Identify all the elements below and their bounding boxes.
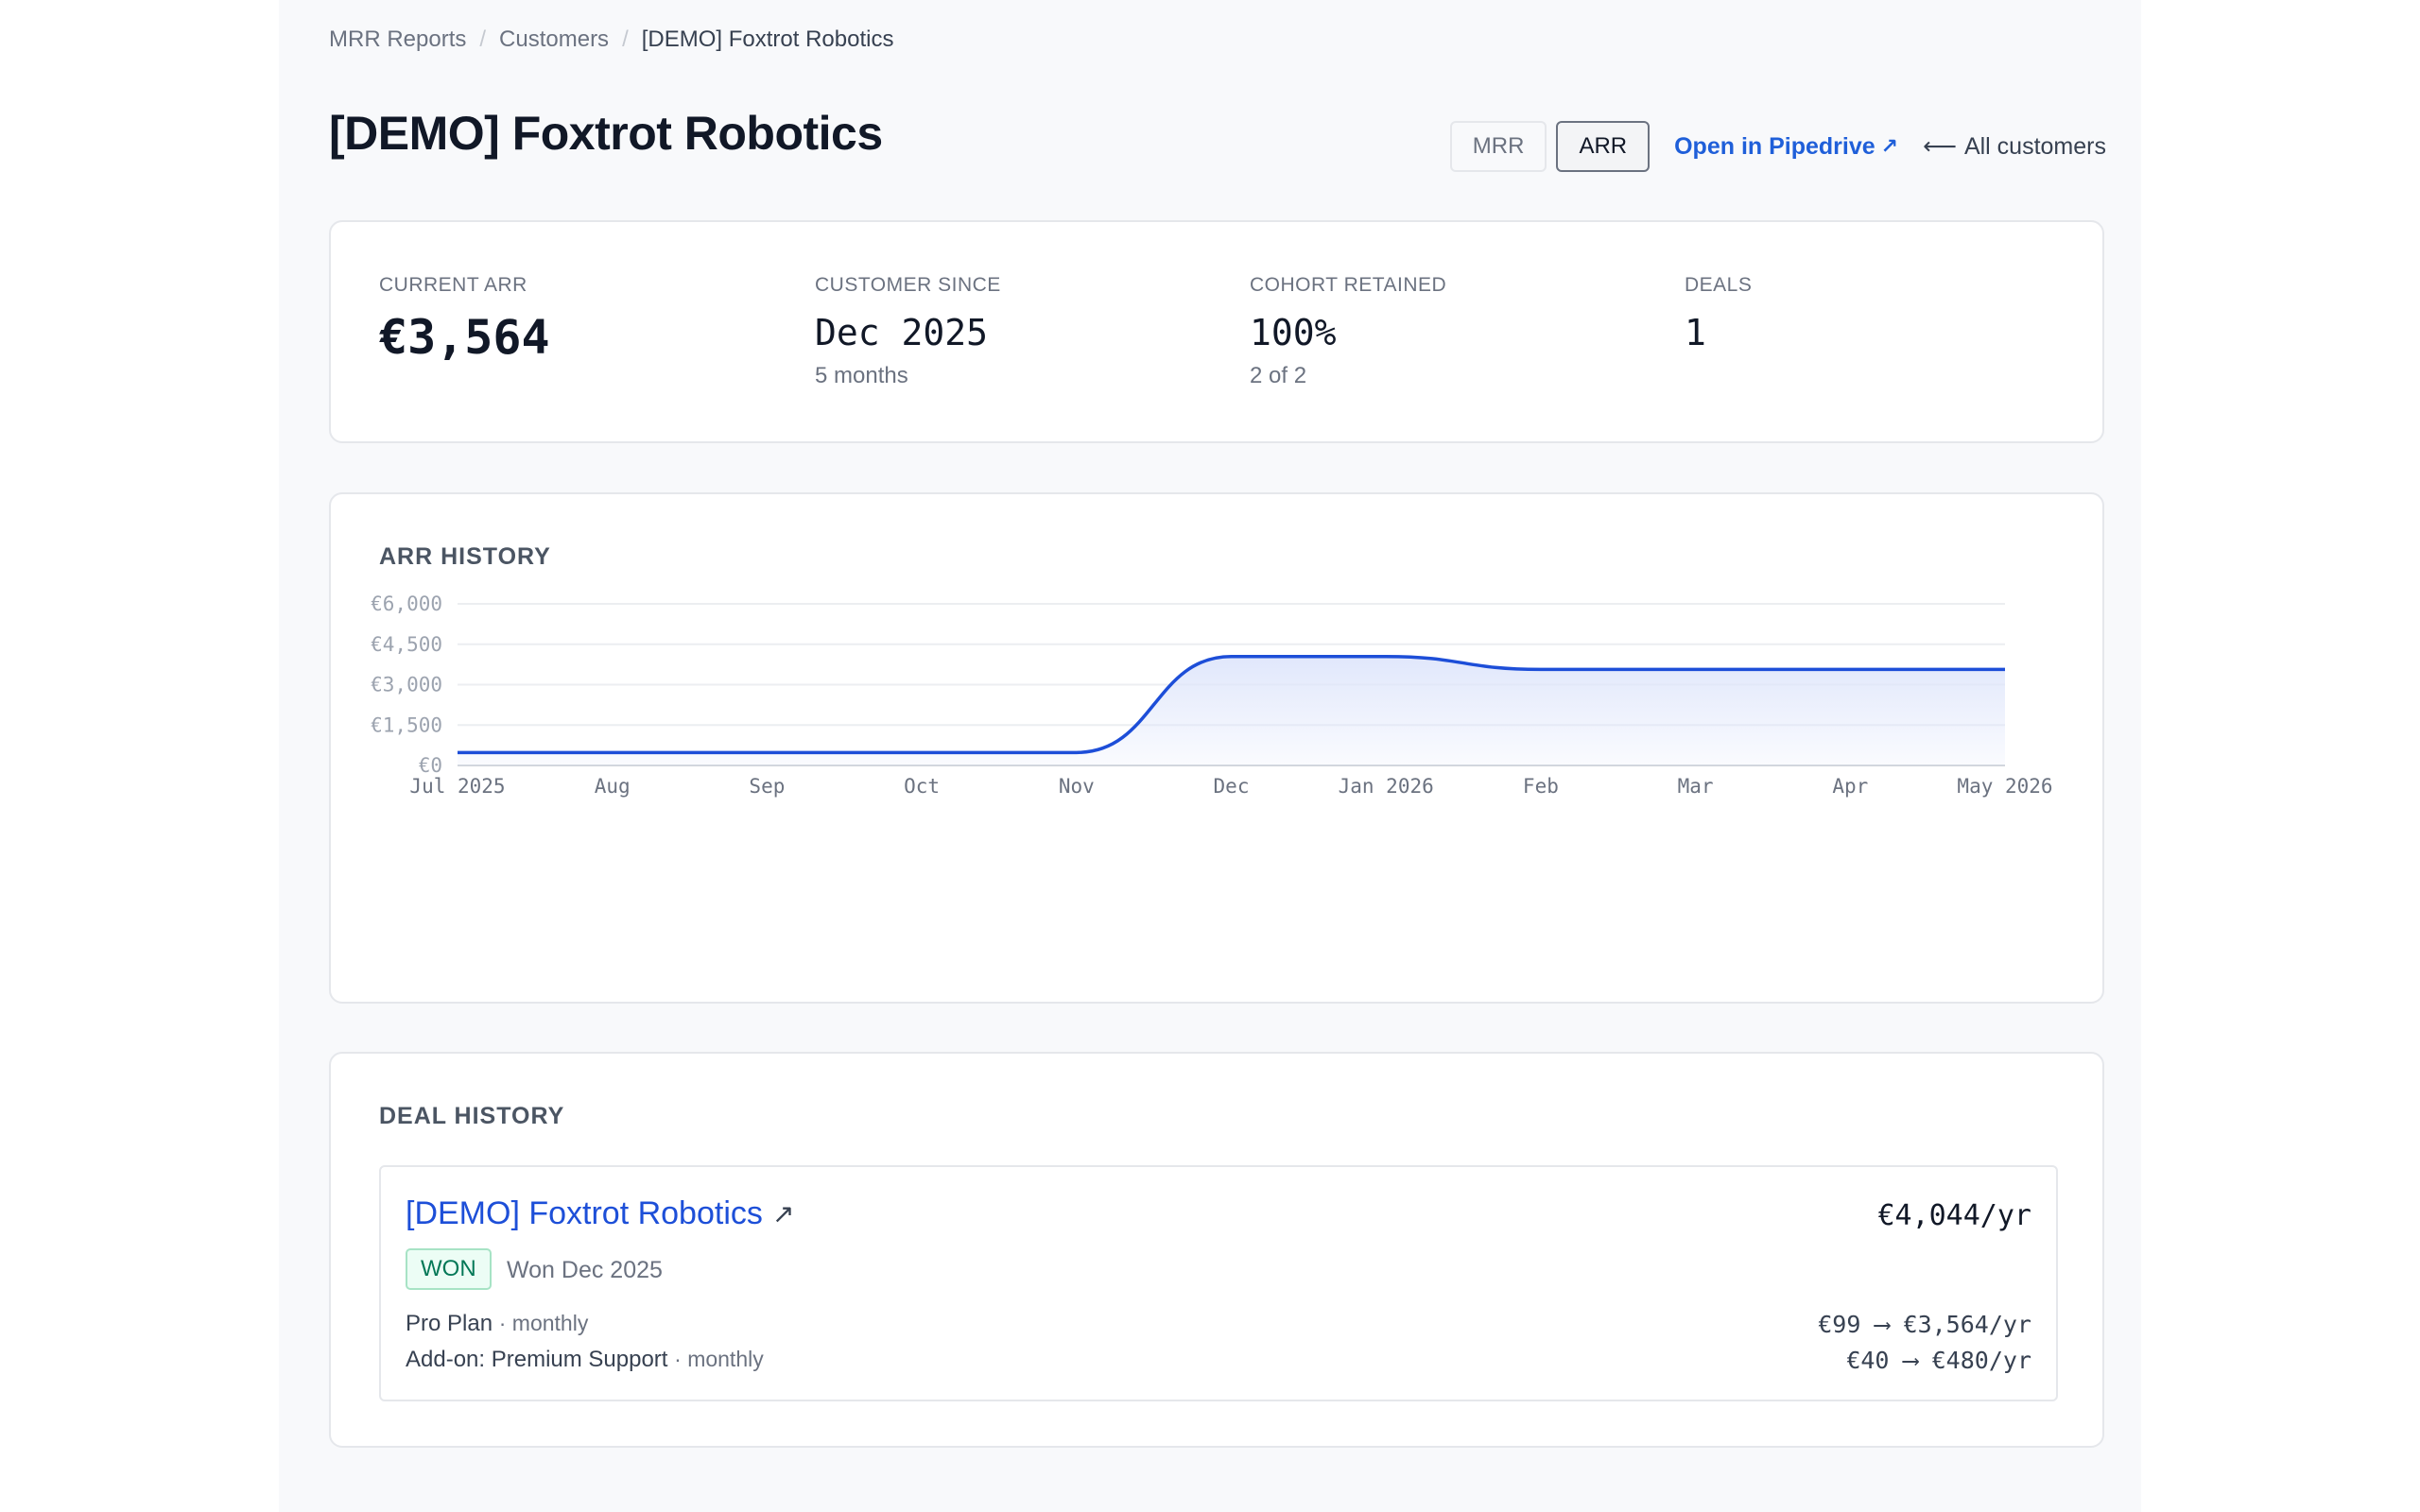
x-tick-label: Mar [1678, 775, 1714, 798]
stat-current-arr: CURRENT ARR €3,564 [379, 274, 550, 365]
open-in-pipedrive-label: Open in Pipedrive [1674, 132, 1876, 160]
y-tick-label: €4,500 [371, 633, 442, 656]
y-tick-label: €6,000 [371, 593, 442, 615]
toggle-arr[interactable]: ARR [1556, 121, 1651, 172]
line-item: Pro Plan · monthly €99 ⟶ €3,564/yr [406, 1309, 2031, 1339]
breadcrumb: MRR Reports / Customers / [DEMO] Foxtrot… [329, 26, 893, 53]
arr-history-heading: ARR HISTORY [379, 543, 551, 570]
all-customers-label: All customers [1963, 132, 2106, 160]
arrow-up-right-icon: ↗ [1880, 134, 1899, 158]
arr-history-chart: €0 €1,500 €3,000 €4,500 €6,000 Jul 2025 Aug Sep… [371, 593, 2052, 798]
arrow-up-right-icon: ↗ [771, 1199, 795, 1228]
page-title: [DEMO] Foxtrot Robotics [329, 107, 883, 160]
page: MRR Reports / Customers / [DEMO] Foxtrot… [279, 0, 2141, 1512]
x-tick-label: Feb [1523, 775, 1559, 798]
stat-label: CUSTOMER SINCE [815, 274, 1001, 296]
breadcrumb-separator: / [479, 26, 487, 52]
deal-name-link[interactable]: [DEMO] Foxtrot Robotics ↗ [406, 1195, 794, 1232]
deal-history-heading: DEAL HISTORY [379, 1103, 565, 1129]
x-tick-label: Apr [1832, 775, 1868, 798]
series-area [458, 656, 2005, 765]
deal-name: [DEMO] Foxtrot Robotics [406, 1195, 763, 1231]
stat-cohort-retained: COHORT RETAINED 100% 2 of 2 [1250, 274, 1446, 389]
stat-sub: 5 months [815, 363, 908, 388]
stat-label: CURRENT ARR [379, 274, 527, 296]
breadcrumb-customers[interactable]: Customers [499, 26, 610, 52]
line-item-frequency: · monthly [674, 1347, 764, 1371]
all-customers-link[interactable]: ⟵ All customers [1923, 132, 2106, 161]
stat-label: DEALS [1685, 274, 1753, 296]
line-item-name: Add-on: Premium Support [406, 1347, 668, 1372]
y-tick-label: €0 [419, 754, 442, 777]
stat-value: €3,564 [379, 310, 550, 365]
x-tick-label: Jul 2025 [409, 775, 505, 798]
status-badge: WON [406, 1248, 492, 1290]
breadcrumb-mrr-reports[interactable]: MRR Reports [329, 26, 467, 52]
arr-history-card: ARR HISTORY €0 €1,500 €3,000 €4,500 €6,000 Ju… [329, 492, 2104, 1004]
stat-sub: 2 of 2 [1250, 363, 1307, 388]
series-line [457, 654, 2005, 755]
line-item-price: €99 ⟶ €3,564/yr [1818, 1310, 2031, 1338]
line-item-label: Add-on: Premium Support · monthly [406, 1347, 764, 1373]
x-tick-label: Oct [904, 775, 940, 798]
breadcrumb-current: [DEMO] Foxtrot Robotics [641, 26, 894, 52]
line-item-price: €40 ⟶ €480/yr [1846, 1346, 2031, 1374]
x-tick-label: May 2026 [1957, 775, 2052, 798]
won-date: Won Dec 2025 [507, 1257, 663, 1283]
deal-item: [DEMO] Foxtrot Robotics ↗ €4,044/yr WON … [379, 1165, 2058, 1401]
stat-customer-since: CUSTOMER SINCE Dec 2025 5 months [815, 274, 1001, 389]
line-item-label: Pro Plan · monthly [406, 1311, 588, 1337]
y-tick-label: €1,500 [371, 713, 442, 736]
line-item-name: Pro Plan [406, 1311, 493, 1336]
deal-total: €4,044/yr [1877, 1199, 2031, 1232]
toggle-mrr[interactable]: MRR [1449, 121, 1547, 172]
deal-history-card: DEAL HISTORY [DEMO] Foxtrot Robotics ↗ €… [329, 1052, 2104, 1448]
stat-deals: DEALS 1 [1685, 274, 1752, 353]
x-tick-label: Jan 2026 [1339, 775, 1434, 798]
x-tick-label: Dec [1214, 775, 1250, 798]
stats-card: CURRENT ARR €3,564 CUSTOMER SINCE Dec 20… [329, 220, 2104, 443]
header-actions: MRR ARR Open in Pipedrive ↗ ⟵ All custom… [1449, 121, 2106, 172]
y-tick-label: €3,000 [371, 674, 442, 696]
x-tick-label: Aug [595, 775, 631, 798]
x-tick-label: Nov [1059, 775, 1095, 798]
open-in-pipedrive-link[interactable]: Open in Pipedrive ↗ [1674, 133, 1898, 161]
line-item: Add-on: Premium Support · monthly €40 ⟶ … [406, 1345, 2031, 1375]
stat-value: Dec 2025 [815, 312, 989, 353]
arrow-left-icon: ⟵ [1923, 133, 1957, 160]
x-tick-label: Sep [749, 775, 785, 798]
stat-label: COHORT RETAINED [1250, 274, 1447, 296]
stat-value: 1 [1685, 312, 1706, 353]
line-item-frequency: · monthly [498, 1311, 589, 1335]
breadcrumb-separator: / [622, 26, 629, 52]
stat-value: 100% [1250, 312, 1337, 353]
